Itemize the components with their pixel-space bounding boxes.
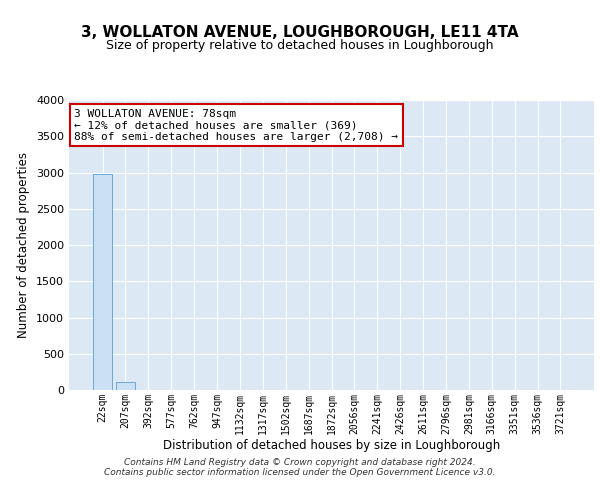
- Bar: [93, 174, 112, 390]
- Text: Contains HM Land Registry data © Crown copyright and database right 2024.: Contains HM Land Registry data © Crown c…: [124, 458, 476, 467]
- Text: Contains public sector information licensed under the Open Government Licence v3: Contains public sector information licen…: [104, 468, 496, 477]
- Text: Size of property relative to detached houses in Loughborough: Size of property relative to detached ho…: [106, 38, 494, 52]
- Bar: [116, 382, 135, 390]
- Text: 3, WOLLATON AVENUE, LOUGHBOROUGH, LE11 4TA: 3, WOLLATON AVENUE, LOUGHBOROUGH, LE11 4…: [81, 25, 519, 40]
- Text: 3 WOLLATON AVENUE: 78sqm
← 12% of detached houses are smaller (369)
88% of semi-: 3 WOLLATON AVENUE: 78sqm ← 12% of detach…: [74, 108, 398, 142]
- X-axis label: Distribution of detached houses by size in Loughborough: Distribution of detached houses by size …: [163, 440, 500, 452]
- Y-axis label: Number of detached properties: Number of detached properties: [17, 152, 31, 338]
